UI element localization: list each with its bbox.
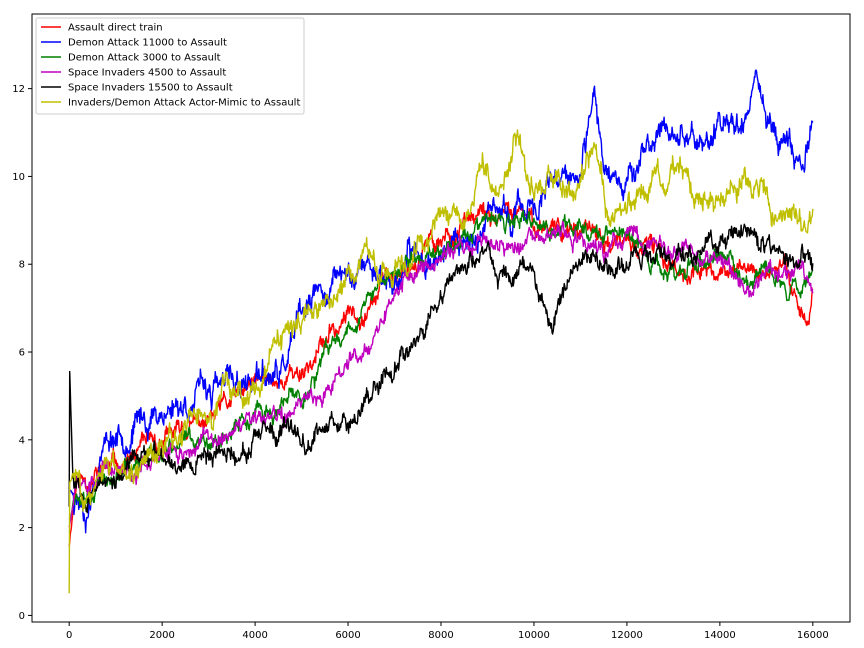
series-line-0: [68, 201, 814, 547]
x-tick-label: 12000: [611, 630, 643, 641]
y-tick-label: 8: [19, 260, 25, 271]
x-tick-label: 4000: [242, 630, 267, 641]
x-tick-label: 8000: [428, 630, 453, 641]
legend: Assault direct train Demon Attack 11000 t…: [35, 17, 305, 115]
y-tick-label: 6: [19, 348, 25, 359]
y-tick-label: 10: [12, 172, 25, 183]
y-tick-label: 0: [19, 611, 25, 622]
series-line-2: [68, 210, 814, 524]
x-tick-label: 16000: [797, 630, 829, 641]
legend-label: Space Invaders 4500 to Assault: [68, 68, 226, 79]
x-tick-label: 0: [66, 630, 72, 641]
x-tick-label: 6000: [335, 630, 360, 641]
x-tick-label: 10000: [518, 630, 550, 641]
x-tick-label: 2000: [149, 630, 174, 641]
legend-box: [35, 17, 305, 115]
x-tick-label: 14000: [704, 630, 736, 641]
series-line-5: [68, 129, 814, 594]
y-tick-label: 2: [19, 523, 25, 534]
x-axis: 0 2000 4000 6000 8000 10000 12000 14000 16000: [66, 622, 829, 641]
legend-label: Demon Attack 11000 to Assault: [68, 38, 227, 49]
series-layer: [68, 69, 814, 594]
y-tick-label: 4: [19, 435, 25, 446]
legend-label: Assault direct train: [68, 23, 163, 34]
legend-label: Demon Attack 3000 to Assault: [68, 53, 221, 64]
y-tick-label: 12: [12, 84, 25, 95]
series-line-4: [68, 223, 814, 514]
legend-label: Invaders/Demon Attack Actor-Mimic to Ass…: [68, 98, 300, 109]
y-axis: 0 2 4 6 8 10 12: [12, 84, 32, 622]
legend-label: Space Invaders 15500 to Assault: [68, 83, 233, 94]
